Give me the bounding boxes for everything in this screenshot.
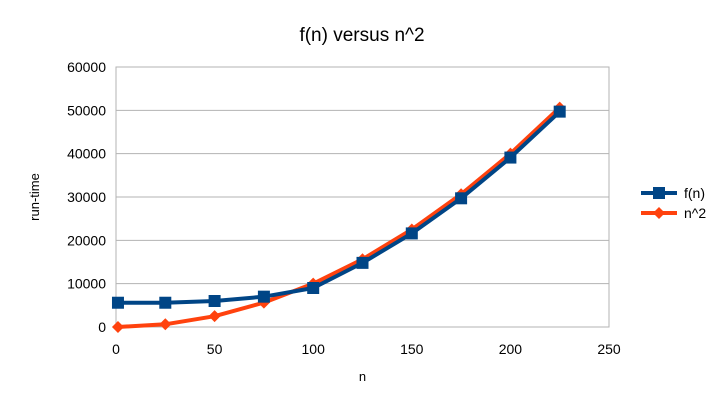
x-tick-label: 250 — [597, 341, 621, 357]
legend-marker — [653, 207, 665, 219]
x-tick-label: 0 — [112, 341, 120, 357]
grid-lines — [116, 66, 609, 328]
series-line — [117, 106, 562, 329]
data-point — [257, 290, 270, 303]
legend-marker — [653, 187, 665, 199]
x-tick-label: 100 — [302, 341, 326, 357]
data-point — [356, 256, 369, 269]
y-tick-label: 50000 — [67, 102, 106, 118]
tick-labels: 0 10000 20000 30000 40000 50000 60000 0 50 100 150… — [67, 59, 621, 357]
x-axis-label: n — [359, 369, 366, 384]
y-tick-label: 30000 — [67, 189, 106, 205]
plot-area — [115, 66, 610, 328]
y-tick-label: 10000 — [67, 276, 106, 292]
y-tick-label: 20000 — [67, 232, 106, 248]
data-point — [405, 227, 418, 240]
y-axis-label: run-time — [27, 173, 42, 221]
legend-label: n^2 — [684, 205, 706, 221]
data-point — [455, 192, 468, 205]
chart-title: f(n) versus n^2 — [299, 25, 424, 46]
data-point — [553, 105, 566, 118]
x-tick-label: 50 — [207, 341, 223, 357]
data-point — [159, 296, 172, 309]
series-layer — [111, 101, 566, 333]
data-point — [307, 282, 320, 294]
series-line — [117, 110, 562, 305]
legend-item: f(n) — [641, 185, 705, 201]
data-point — [159, 318, 172, 331]
data-point — [504, 151, 517, 164]
x-tick-label: 150 — [400, 341, 424, 357]
data-point — [208, 310, 221, 323]
x-tick-label: 200 — [499, 341, 523, 357]
data-point — [208, 295, 221, 307]
data-point — [111, 296, 124, 309]
series-f-n — [111, 105, 566, 309]
legend-item: n^2 — [641, 205, 706, 221]
y-tick-label: 60000 — [67, 59, 106, 75]
legend: f(n) n^2 — [641, 185, 706, 221]
series-n-2 — [111, 101, 566, 333]
y-tick-label: 0 — [98, 319, 106, 335]
y-tick-label: 40000 — [67, 146, 106, 162]
data-point — [111, 320, 124, 333]
legend-label: f(n) — [684, 185, 705, 201]
